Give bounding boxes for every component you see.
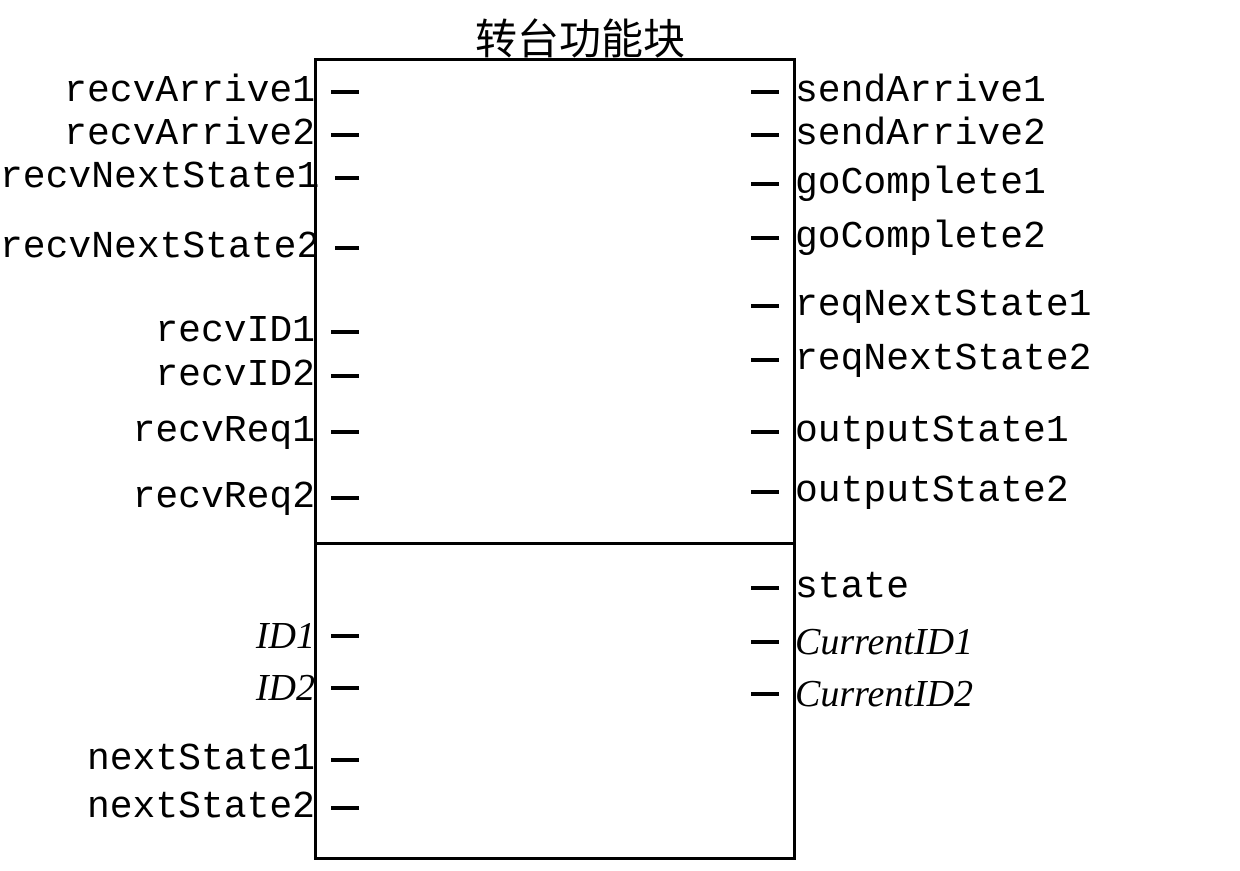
right-state: state xyxy=(751,568,1240,608)
right-sendArrive2-label: sendArrive2 xyxy=(795,116,1046,154)
function-block-box xyxy=(314,58,796,860)
left-recvReq1-label: recvReq1 xyxy=(133,413,315,451)
right-outputState2-tick xyxy=(751,490,779,494)
left-recvArrive2-tick xyxy=(331,133,359,137)
right-outputState2-label: outputState2 xyxy=(795,473,1069,511)
right-goComplete2-label: goComplete2 xyxy=(795,219,1046,257)
left-ID1: ID1 xyxy=(0,616,359,656)
left-recvID1-label: recvID1 xyxy=(155,313,315,351)
right-goComplete1-label: goComplete1 xyxy=(795,165,1046,203)
left-recvArrive1: recvArrive1 xyxy=(0,72,359,112)
right-sendArrive2: sendArrive2 xyxy=(751,115,1240,155)
left-ID2-label: ID2 xyxy=(256,669,315,707)
left-recvReq1: recvReq1 xyxy=(0,412,359,452)
right-goComplete1-tick xyxy=(751,182,779,186)
left-recvNextState2-label: recvNextState2 xyxy=(0,229,319,267)
right-goComplete2: goComplete2 xyxy=(751,218,1240,258)
left-ID1-label: ID1 xyxy=(256,617,315,655)
right-sendArrive1-tick xyxy=(751,90,779,94)
left-nextState1-label: nextState1 xyxy=(87,741,315,779)
right-reqNextState2-label: reqNextState2 xyxy=(795,341,1091,379)
left-ID2-tick xyxy=(331,686,359,690)
right-reqNextState1: reqNextState1 xyxy=(751,286,1240,326)
left-recvArrive1-label: recvArrive1 xyxy=(64,73,315,111)
left-recvID1: recvID1 xyxy=(0,312,359,352)
left-recvID2-label: recvID2 xyxy=(155,357,315,395)
right-reqNextState2-tick xyxy=(751,358,779,362)
right-reqNextState2: reqNextState2 xyxy=(751,340,1240,380)
right-CurrentID1-tick xyxy=(751,640,779,644)
right-CurrentID1-label: CurrentID1 xyxy=(795,623,973,661)
left-ID2: ID2 xyxy=(0,668,359,708)
left-recvID2: recvID2 xyxy=(0,356,359,396)
right-goComplete1: goComplete1 xyxy=(751,164,1240,204)
right-sendArrive2-tick xyxy=(751,133,779,137)
left-recvNextState2-tick xyxy=(335,246,359,250)
left-recvID1-tick xyxy=(331,330,359,334)
block-divider xyxy=(314,542,796,545)
left-recvReq2: recvReq2 xyxy=(0,478,359,518)
left-recvArrive1-tick xyxy=(331,90,359,94)
right-state-tick xyxy=(751,586,779,590)
left-nextState2-label: nextState2 xyxy=(87,789,315,827)
left-recvArrive2: recvArrive2 xyxy=(0,115,359,155)
left-recvID2-tick xyxy=(331,374,359,378)
right-outputState2: outputState2 xyxy=(751,472,1240,512)
left-nextState2-tick xyxy=(331,806,359,810)
left-nextState2: nextState2 xyxy=(0,788,359,828)
left-recvNextState2: recvNextState2 xyxy=(0,228,359,268)
right-reqNextState1-label: reqNextState1 xyxy=(795,287,1091,325)
right-CurrentID1: CurrentID1 xyxy=(751,622,1240,662)
right-outputState1-tick xyxy=(751,430,779,434)
left-ID1-tick xyxy=(331,634,359,638)
right-sendArrive1: sendArrive1 xyxy=(751,72,1240,112)
left-recvReq2-tick xyxy=(331,496,359,500)
left-recvArrive2-label: recvArrive2 xyxy=(64,116,315,154)
left-recvReq1-tick xyxy=(331,430,359,434)
right-sendArrive1-label: sendArrive1 xyxy=(795,73,1046,111)
left-nextState1-tick xyxy=(331,758,359,762)
right-outputState1: outputState1 xyxy=(751,412,1240,452)
left-recvNextState1-tick xyxy=(335,176,359,180)
right-state-label: state xyxy=(795,569,909,607)
left-recvReq2-label: recvReq2 xyxy=(133,479,315,517)
left-recvNextState1: recvNextState1 xyxy=(0,158,359,198)
right-goComplete2-tick xyxy=(751,236,779,240)
left-recvNextState1-label: recvNextState1 xyxy=(0,159,319,197)
left-nextState1: nextState1 xyxy=(0,740,359,780)
right-CurrentID2-label: CurrentID2 xyxy=(795,675,973,713)
right-outputState1-label: outputState1 xyxy=(795,413,1069,451)
right-CurrentID2-tick xyxy=(751,692,779,696)
right-reqNextState1-tick xyxy=(751,304,779,308)
right-CurrentID2: CurrentID2 xyxy=(751,674,1240,714)
